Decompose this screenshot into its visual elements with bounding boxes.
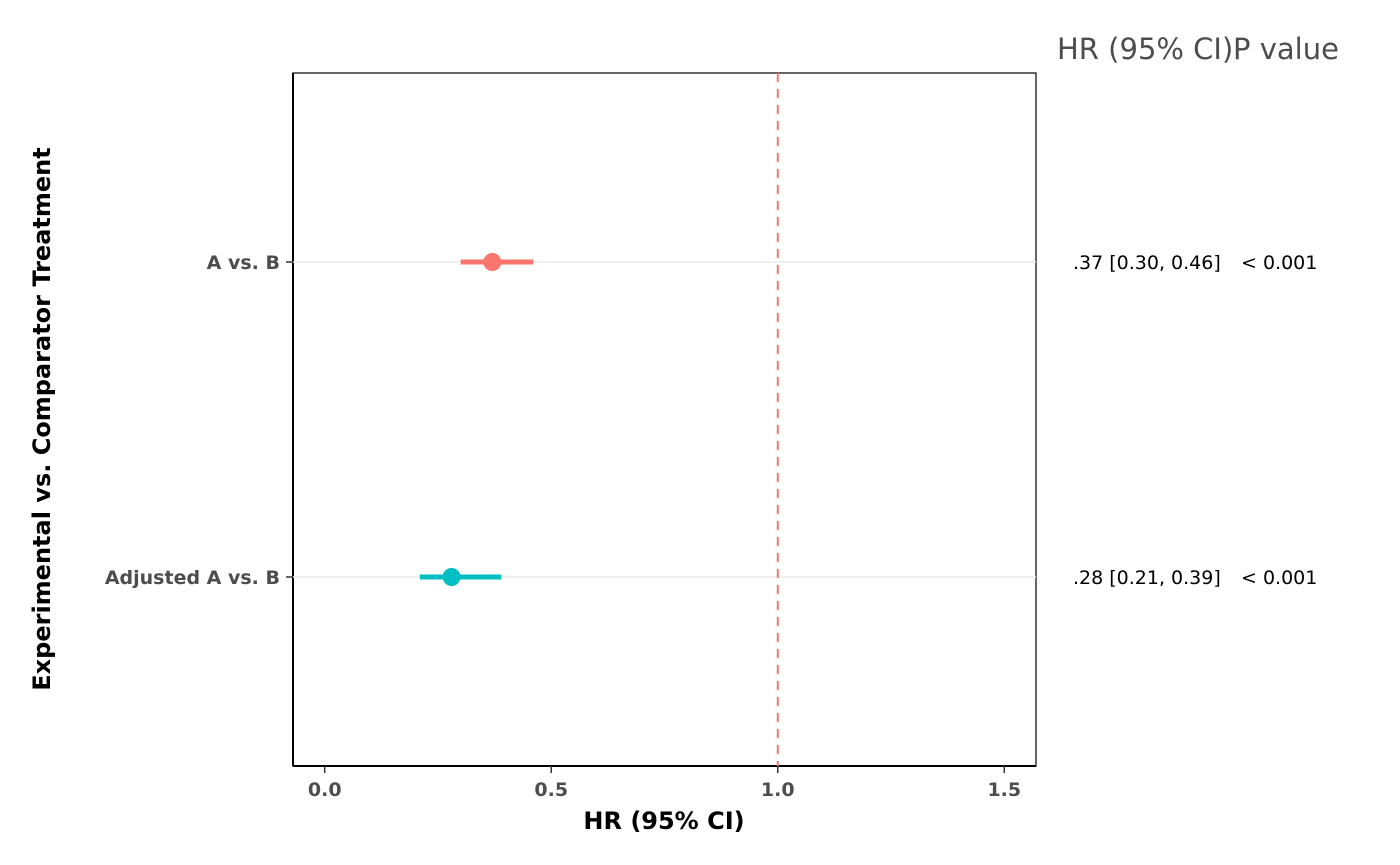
results-table: .37 [0.30, 0.46] < 0.001 .28 [0.21, 0.39] <…: [1073, 252, 1317, 589]
x-tick-label: 0.0: [308, 779, 342, 801]
estimate-point: [483, 253, 502, 271]
estimate-point: [442, 568, 461, 586]
row-p-value: < 0.001: [1241, 567, 1317, 589]
x-ticks: 0.0 0.5 1.0 1.5: [308, 766, 1021, 801]
x-tick-label: 0.5: [534, 779, 568, 801]
x-axis-title: HR (95% CI): [583, 807, 744, 835]
y-tick-label: A vs. B: [207, 252, 280, 274]
row-hr-ci: .28 [0.21, 0.39]: [1073, 567, 1221, 589]
plot-panel: [292, 72, 1037, 767]
row-hr-ci: .37 [0.30, 0.46]: [1073, 252, 1221, 274]
row-gridlines: [293, 261, 1036, 578]
estimate-marks: [419, 253, 534, 586]
header-p-value: P value: [1233, 32, 1339, 66]
y-axis-title: Experimental vs. Comparator Treatment: [28, 147, 56, 690]
row-p-value: < 0.001: [1241, 252, 1317, 274]
y-tick-label: Adjusted A vs. B: [105, 567, 280, 589]
x-tick-label: 1.5: [987, 779, 1021, 801]
y-ticks: A vs. B Adjusted A vs. B: [105, 252, 293, 589]
x-tick-label: 1.0: [761, 779, 795, 801]
header-hr-ci: HR (95% CI): [1057, 32, 1233, 66]
